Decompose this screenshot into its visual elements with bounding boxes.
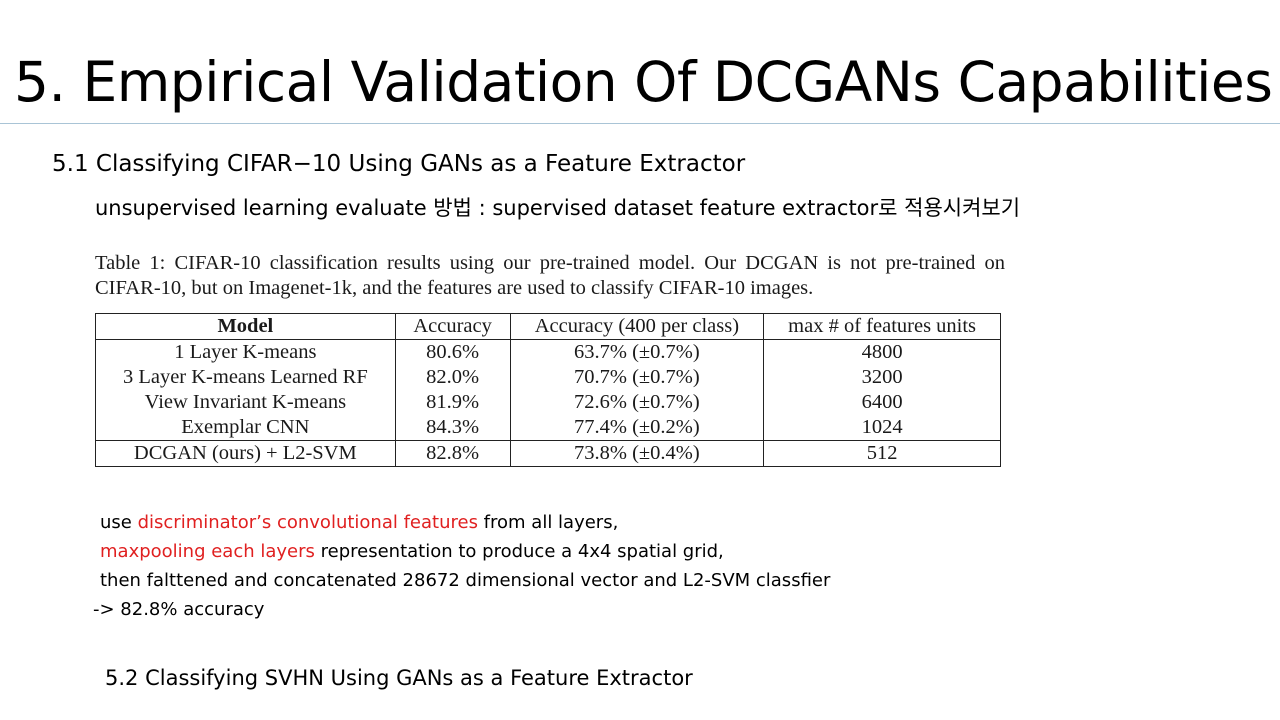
cell-model: 1 Layer K-means [95, 339, 396, 365]
cell-max-features: 512 [763, 440, 1001, 467]
cell-accuracy: 82.0% [394, 365, 511, 390]
cell-max-features: 3200 [763, 365, 1001, 390]
table-header-row: Model Accuracy Accuracy (400 per class) … [95, 313, 1001, 340]
highlight-discriminator-features: discriminator’s convolutional features [137, 512, 478, 533]
cell-max-features: 4800 [763, 339, 1001, 365]
cell-accuracy-400: 72.6% (±0.7%) [509, 390, 765, 415]
section-heading: 5.1 Classifying CIFAR−10 Using GANs as a… [52, 151, 746, 177]
cell-model: Exemplar CNN [95, 415, 396, 441]
next-section-heading: 5.2 Classifying SVHN Using GANs as a Fea… [105, 666, 693, 690]
note-line-1: use discriminator’s convolutional featur… [93, 508, 830, 537]
cell-accuracy-400: 73.8% (±0.4%) [509, 440, 765, 467]
slide-title: 5. Empirical Validation Of DCGANs Capabi… [14, 50, 1273, 114]
note-line-3: then falttened and concatenated 28672 di… [100, 570, 831, 591]
cell-accuracy: 80.6% [394, 339, 511, 365]
table-caption: Table 1: CIFAR-10 classification results… [95, 252, 1005, 299]
cell-accuracy: 81.9% [394, 390, 511, 415]
cell-model: View Invariant K-means [95, 390, 396, 415]
table-row: Exemplar CNN 84.3% 77.4% (±0.2%) 1024 [95, 415, 1001, 441]
cell-max-features: 6400 [763, 390, 1001, 415]
header-model: Model [95, 313, 396, 340]
table-row-dcgan: DCGAN (ours) + L2-SVM 82.8% 73.8% (±0.4%… [95, 440, 1001, 467]
results-table: Model Accuracy Accuracy (400 per class) … [95, 313, 1001, 467]
header-max-features: max # of features units [763, 313, 1001, 340]
cell-accuracy: 84.3% [394, 415, 511, 441]
table-row: 1 Layer K-means 80.6% 63.7% (±0.7%) 4800 [95, 339, 1001, 365]
note-text: representation to produce a 4x4 spatial … [314, 541, 724, 562]
title-divider [0, 123, 1280, 124]
cell-accuracy-400: 70.7% (±0.7%) [509, 365, 765, 390]
note-text: from all layers, [477, 512, 619, 533]
cell-accuracy-400: 77.4% (±0.2%) [509, 415, 765, 441]
note-line-4: -> 82.8% accuracy [93, 599, 265, 620]
note-line-2: maxpooling each layers representation to… [93, 537, 830, 566]
header-accuracy: Accuracy [394, 313, 511, 340]
cell-accuracy: 82.8% [394, 440, 511, 467]
table-row: 3 Layer K-means Learned RF 82.0% 70.7% (… [95, 365, 1001, 390]
table-row: View Invariant K-means 81.9% 72.6% (±0.7… [95, 390, 1001, 415]
cell-model: 3 Layer K-means Learned RF [95, 365, 396, 390]
cell-accuracy-400: 63.7% (±0.7%) [509, 339, 765, 365]
cell-max-features: 1024 [763, 415, 1001, 441]
note-text: use [100, 512, 138, 533]
header-accuracy-400: Accuracy (400 per class) [509, 313, 765, 340]
highlight-maxpooling: maxpooling each layers [100, 541, 315, 562]
method-notes: use discriminator’s convolutional featur… [93, 508, 830, 624]
cell-model: DCGAN (ours) + L2-SVM [95, 440, 396, 467]
section-subtitle: unsupervised learning evaluate 방법 : supe… [95, 196, 1021, 220]
